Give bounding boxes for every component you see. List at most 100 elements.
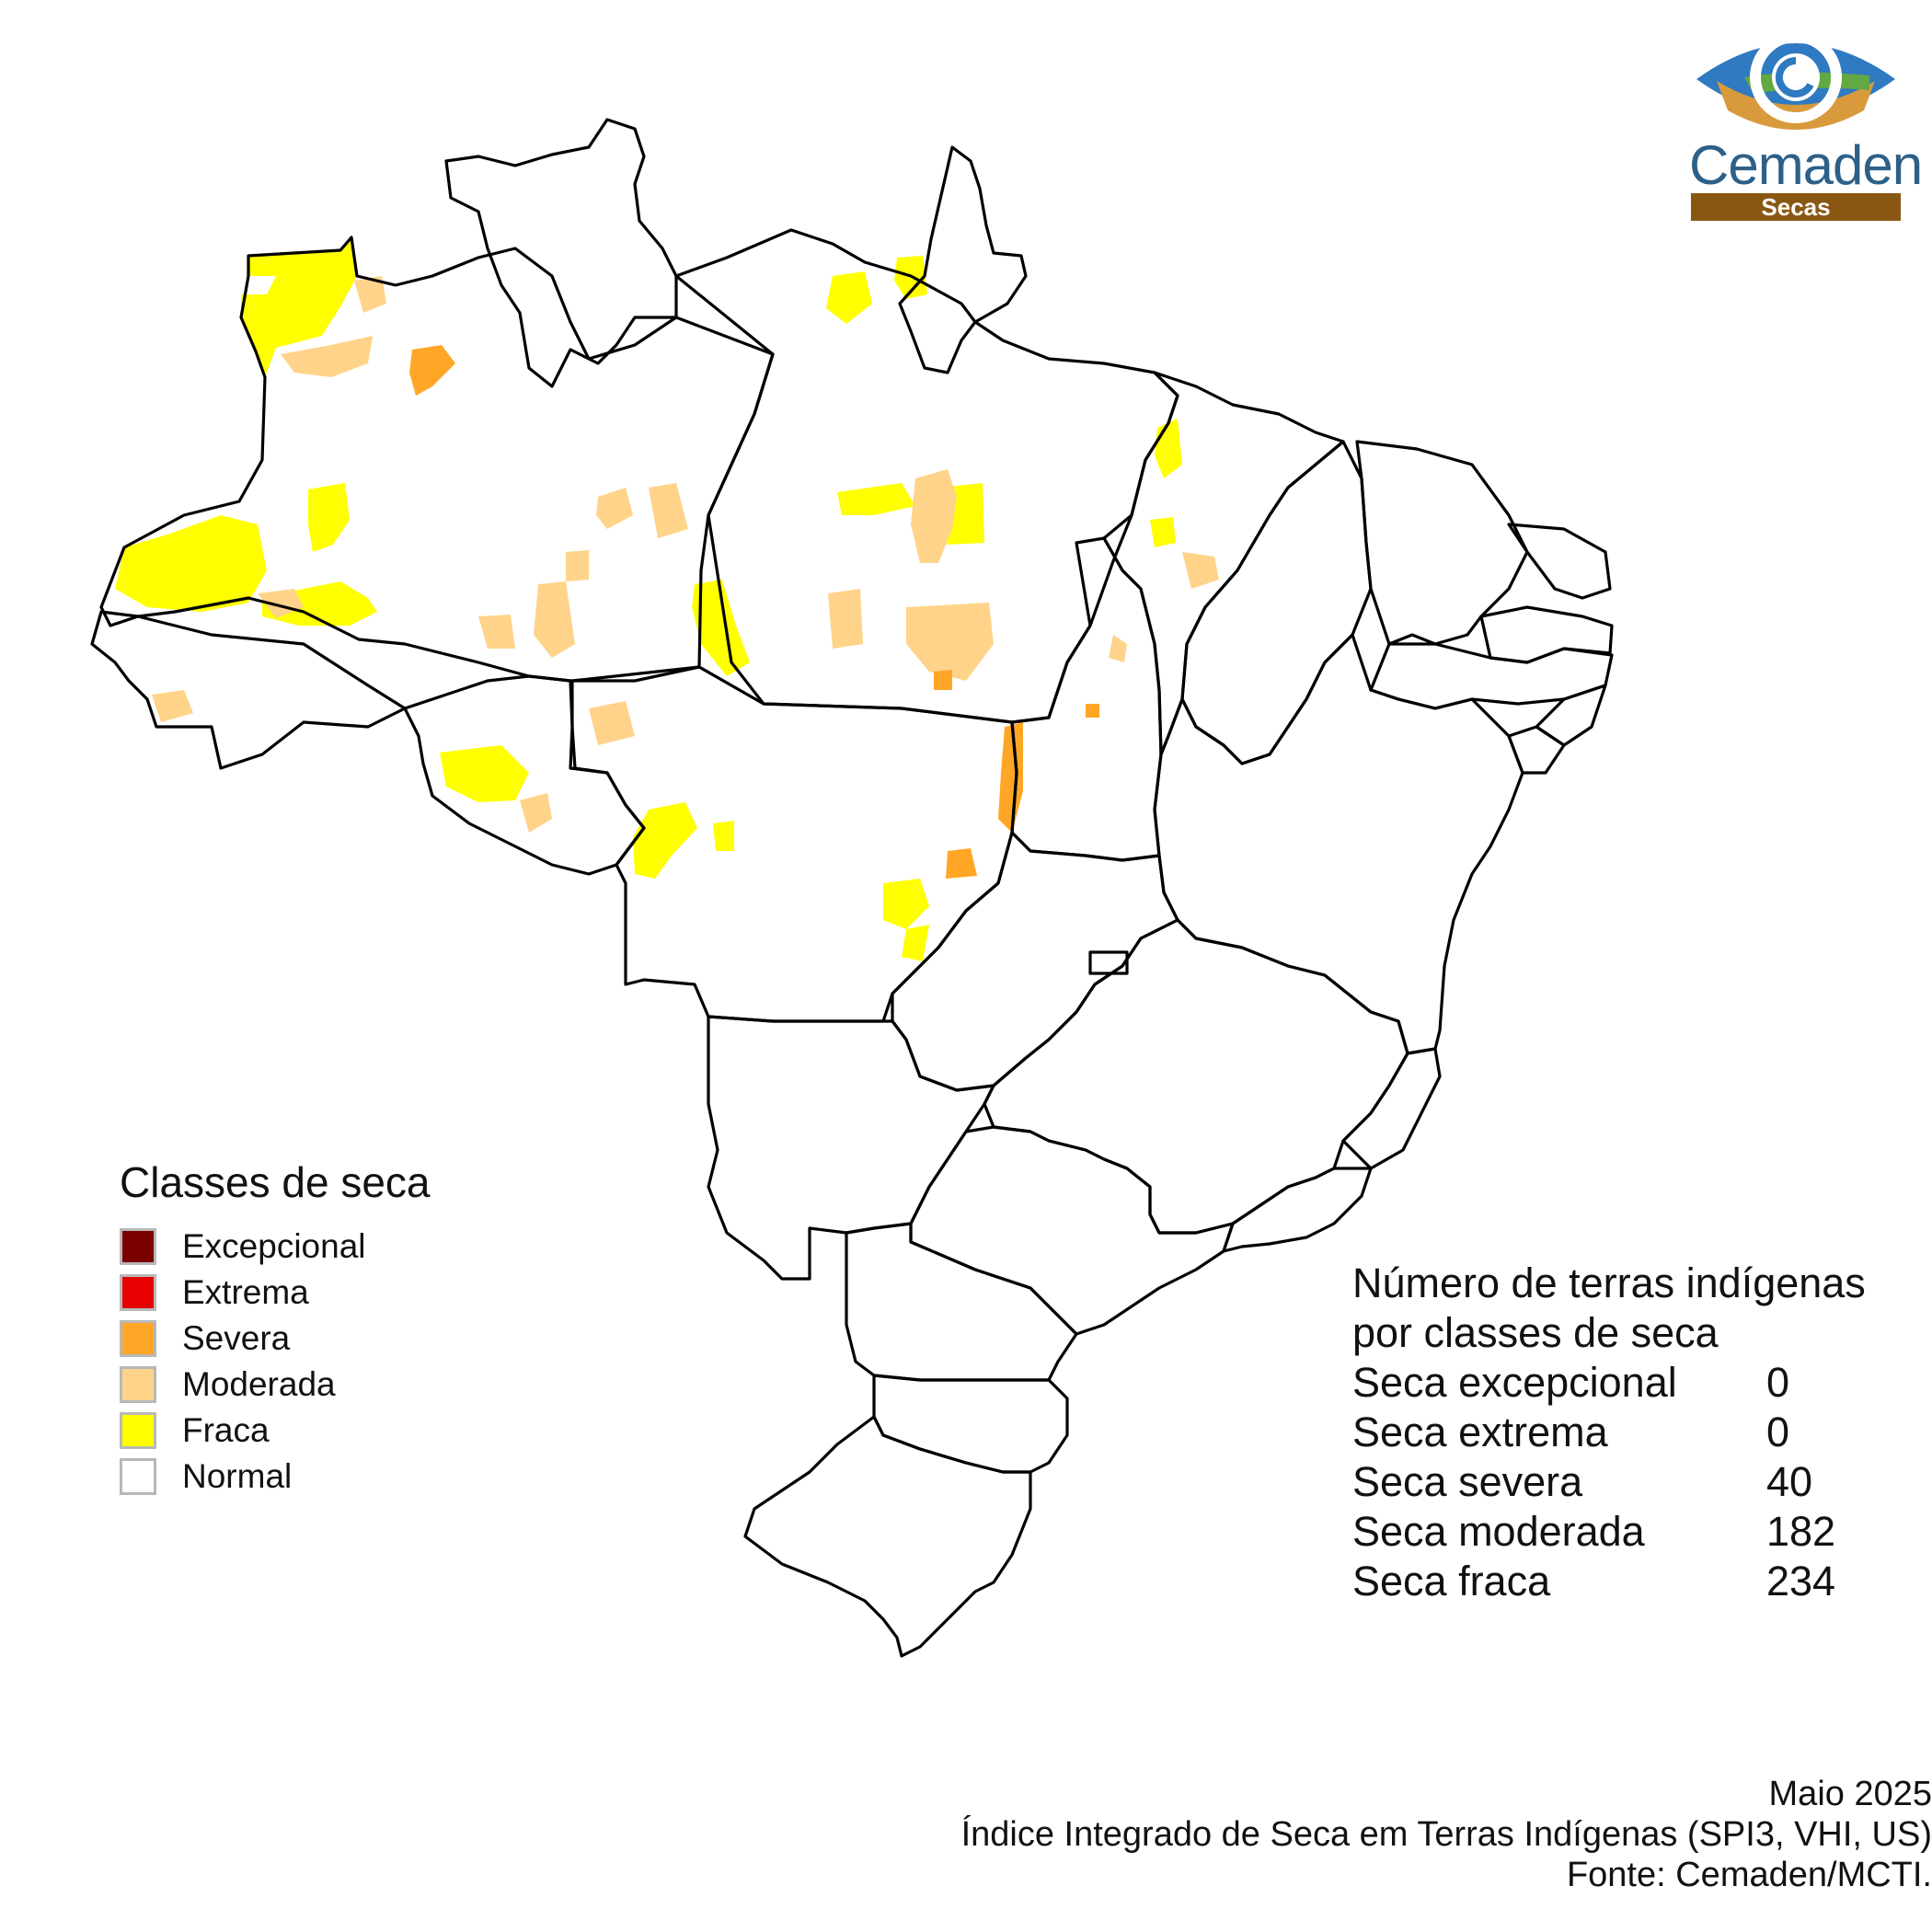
land-fraca [1150,517,1176,547]
state-sao-paulo [909,1125,1235,1336]
legend-swatch [120,1366,156,1403]
moderada-lands [152,276,1219,833]
stats-count: 0 [1766,1409,1790,1455]
land-moderada [589,701,635,745]
footer-source: Fonte: Cemaden/MCTI. [1566,1856,1932,1894]
land-severa [934,670,952,690]
legend-label: Severa [182,1319,291,1357]
land-fraca [115,515,267,612]
stats-label: Seca moderada [1352,1508,1645,1555]
state-rio-grande-do-norte [1507,523,1612,600]
footer-index: Índice Integrado de Seca em Terras Indíg… [960,1815,1932,1854]
legend-swatch [120,1274,156,1311]
legend-item-moderada: Moderada [120,1362,431,1408]
land-fraca [692,580,750,676]
land-severa [409,345,455,396]
land-severa [998,722,1023,833]
map-footer: Maio 2025 Índice Integrado de Seca em Te… [961,1774,1932,1895]
legend-item-normal: Normal [120,1454,431,1500]
land-fraca [308,483,350,552]
land-moderada [649,483,688,538]
state-boundaries [90,118,1614,1658]
land-moderada [258,589,304,618]
land-moderada [1182,552,1219,589]
land-moderada [566,550,589,581]
drought-legend: Classes de seca Excepcional Extrema Seve… [120,1157,431,1500]
state-distrito-federal [1088,950,1129,975]
land-fraca [837,483,915,515]
state-rio-grande-do-sul [743,1415,1032,1658]
state-minas-gerais [983,918,1409,1235]
land-fraca [241,237,357,377]
land-fraca [883,879,929,929]
drought-counts-panel: Número de terras indígenas por classes d… [1352,1259,1927,1606]
land-moderada [478,615,515,649]
land-moderada [152,690,193,722]
legend-label: Normal [182,1457,293,1495]
land-severa [1086,704,1099,718]
state-ceara [1355,440,1529,646]
stats-label: Seca fraca [1352,1558,1551,1604]
state-amazonas [99,236,775,683]
land-moderada [828,589,863,649]
stats-title-line2: por classes de seca [1352,1309,1719,1356]
land-fraca [440,745,529,802]
legend-swatch [120,1228,156,1265]
indigenous-lands [115,237,1182,961]
stats-count: 40 [1766,1458,1813,1505]
state-sergipe [1507,725,1566,775]
land-moderada [534,581,575,658]
land-fraca [1155,419,1182,478]
land-moderada [906,603,994,681]
legend-swatch [120,1458,156,1495]
legend-label: Moderada [182,1365,336,1403]
stats-label: Seca severa [1352,1458,1583,1505]
state-espirito-santo [1341,1047,1442,1170]
land-moderada [911,469,957,563]
eye-logo-icon [1696,31,1895,130]
state-rio-de-janeiro [1222,1167,1373,1253]
legend-swatch [120,1412,156,1449]
stats-row: Seca excepcional 0 [1352,1358,1927,1408]
stats-title-line1: Número de terras indígenas [1352,1259,1866,1306]
land-moderada [596,488,633,529]
stats-count: 234 [1766,1558,1836,1604]
state-alagoas [1535,684,1607,747]
severa-lands [409,345,1099,879]
land-fraca [713,821,734,851]
stats-row: Seca severa 40 [1352,1457,1927,1507]
land-fraca [902,925,929,961]
land-fraca [826,271,872,324]
stats-row: Seca extrema 0 [1352,1408,1927,1457]
legend-item-severa: Severa [120,1316,431,1362]
stats-label: Seca extrema [1352,1409,1608,1455]
stats-label: Seca excepcional [1352,1359,1677,1406]
footer-date: Maio 2025 [1768,1775,1932,1813]
land-moderada [281,336,373,377]
state-pernambuco [1369,642,1614,710]
cemaden-logo: Cemaden Secas [1689,20,1923,221]
state-parana [845,1222,1078,1382]
state-santa-catarina [872,1374,1069,1474]
state-piaui [1180,440,1373,765]
legend-item-excepcional: Excepcional [120,1224,431,1270]
logo-subtitle: Secas [1691,193,1901,221]
land-moderada [520,793,552,833]
stats-count: 182 [1766,1508,1836,1555]
stats-count: 0 [1766,1359,1790,1406]
legend-swatch [120,1320,156,1357]
land-moderada [354,276,386,313]
legend-item-extrema: Extrema [120,1270,431,1316]
state-roraima [444,118,678,388]
legend-title: Classes de seca [120,1158,431,1206]
land-severa [946,848,977,879]
state-bahia [1153,633,1524,1055]
legend-label: Fraca [182,1411,270,1449]
logo-name: Cemaden [1689,134,1923,196]
state-acre [90,610,407,770]
stats-row: Seca moderada 182 [1352,1507,1927,1557]
legend-label: Extrema [182,1273,309,1311]
legend-label: Excepcional [182,1227,366,1265]
land-fraca [633,802,697,879]
